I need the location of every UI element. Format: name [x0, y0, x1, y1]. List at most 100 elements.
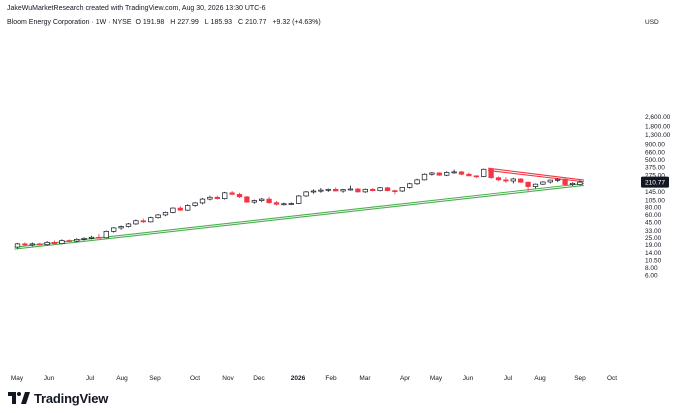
- candle-body-down: [244, 196, 250, 203]
- price-tick-label: 500.00: [645, 157, 665, 164]
- candle-body-up: [125, 223, 132, 227]
- tradingview-logo-icon: [8, 392, 30, 404]
- candle: [251, 199, 257, 204]
- candle: [103, 230, 109, 239]
- candle-body-down: [458, 171, 465, 175]
- time-tick-label: Jun: [44, 375, 55, 382]
- candle-body-up: [414, 179, 420, 185]
- time-tick-label: Dec: [253, 375, 265, 382]
- candle-body-up: [540, 181, 546, 185]
- candle: [333, 187, 339, 192]
- candle-body-up: [88, 236, 95, 239]
- candle-body-up: [29, 243, 35, 246]
- candle-body-up: [155, 214, 161, 219]
- candle-body-up: [222, 192, 228, 199]
- time-tick-label: Feb: [325, 375, 337, 382]
- candle: [162, 211, 169, 217]
- time-tick-label: Jun: [463, 375, 474, 382]
- candle-body-down: [355, 188, 361, 193]
- candle-body-up: [325, 188, 331, 191]
- ohlc-close-value: 210.77: [245, 19, 267, 26]
- candle: [96, 233, 102, 239]
- candle-body-up: [547, 179, 553, 183]
- candle-body-down: [51, 241, 58, 244]
- time-tick-label: May: [11, 375, 24, 382]
- candle-body-up: [569, 182, 576, 185]
- time-axis[interactable]: May Jun Jul Aug Sep Oct Nov Dec 2026 Feb Mar Apr May…: [11, 375, 617, 382]
- candle-body-down: [229, 192, 235, 195]
- trendline-resistance-upper[interactable]: [488, 167, 584, 181]
- candle: [569, 182, 576, 186]
- candle: [236, 192, 243, 198]
- time-tick-label: Sep: [149, 375, 161, 382]
- trendline-support-upper[interactable]: [14, 182, 584, 248]
- candle-body-down: [392, 190, 398, 193]
- candle: [399, 186, 405, 192]
- candle: [421, 173, 428, 181]
- candle-body-down: [66, 240, 72, 242]
- candle: [22, 242, 28, 247]
- candle: [259, 197, 265, 203]
- candle: [510, 177, 516, 184]
- ohlc-high-label: H: [170, 19, 176, 26]
- candle: [540, 181, 546, 185]
- candle-body-up: [44, 241, 50, 246]
- candle: [81, 237, 87, 241]
- candle-body-down: [273, 202, 280, 205]
- candle: [74, 238, 80, 243]
- tradingview-logo[interactable]: TradingView: [8, 390, 108, 406]
- candle: [185, 204, 191, 211]
- price-tick-label: 145.00: [645, 189, 665, 196]
- time-tick-label: Mar: [359, 375, 371, 382]
- trendline-resistance-lower[interactable]: [488, 169, 584, 183]
- price-tick-label: 19.00: [645, 242, 662, 249]
- ohlc-open-value: 191.98: [142, 19, 165, 26]
- candle: [29, 242, 35, 247]
- ohlc-open: O 191.98: [135, 19, 166, 26]
- price-axis[interactable]: USD 2,600.00 1,800.00 1,300.00 900.00660.00…: [645, 19, 671, 279]
- candle: [436, 172, 442, 176]
- candle: [170, 207, 176, 214]
- trendline-support-lower[interactable]: [14, 184, 584, 250]
- candle: [177, 206, 183, 211]
- price-tick-label: 10.50: [645, 258, 662, 265]
- candle: [370, 188, 376, 192]
- candle-body-up: [340, 189, 346, 192]
- candle-body-up: [429, 172, 435, 175]
- candle: [133, 219, 139, 225]
- candle: [288, 202, 294, 205]
- candle-body-up: [399, 187, 405, 192]
- candle: [118, 225, 124, 230]
- candle: [66, 239, 72, 243]
- price-tick-label: 8.00: [645, 265, 658, 272]
- candle: [155, 214, 161, 219]
- time-tick-label: 2026: [291, 375, 306, 382]
- time-tick-label: Oct: [607, 375, 617, 382]
- candle-body-down: [495, 177, 502, 181]
- symbol-info-line: Bloom Energy Corporation · 1W · NYSE O 19…: [7, 18, 323, 27]
- candle-body-up: [288, 203, 294, 205]
- price-tick-label: 375.00: [645, 164, 665, 171]
- time-tick-label: Sep: [574, 375, 586, 382]
- candle: [481, 168, 487, 178]
- candle: [125, 223, 132, 228]
- price-tick-label: 45.00: [645, 220, 662, 227]
- price-tick-label: 105.00: [645, 198, 665, 205]
- time-tick-label: Aug: [116, 375, 128, 382]
- candle-body-down: [503, 179, 509, 182]
- candle: [37, 242, 43, 246]
- candle: [562, 177, 568, 187]
- candle: [355, 188, 361, 193]
- candle-body-down: [384, 187, 391, 192]
- candle: [518, 178, 524, 183]
- candle: [347, 185, 354, 191]
- candle: [303, 191, 309, 197]
- candle: [281, 202, 287, 206]
- candle-body-down: [140, 220, 146, 223]
- candle-body-up: [14, 243, 21, 248]
- candle-body-up: [510, 178, 516, 182]
- candle-body-down: [473, 175, 479, 178]
- price-tick-label: 25.00: [645, 235, 662, 242]
- candle: [207, 195, 213, 201]
